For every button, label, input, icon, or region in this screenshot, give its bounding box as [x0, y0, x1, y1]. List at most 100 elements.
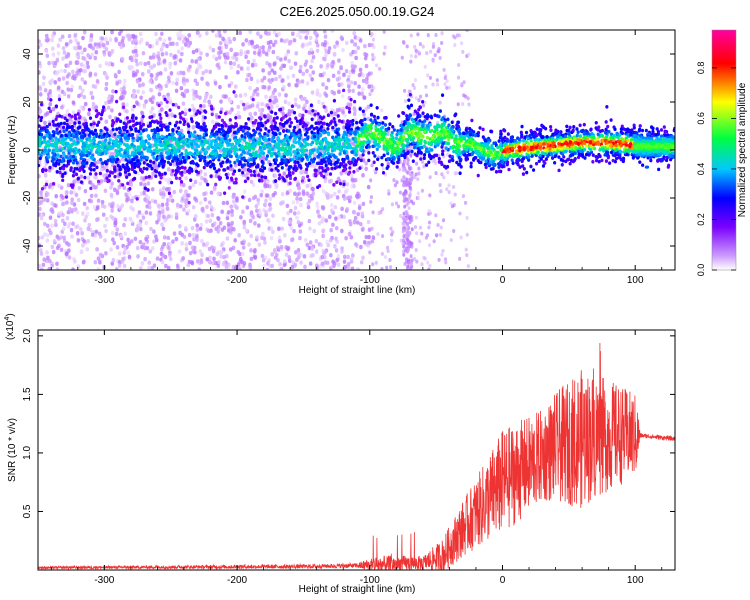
heatmap-cell: [67, 33, 72, 39]
heatmap-cell: [123, 246, 127, 251]
heatmap-cell: [144, 99, 148, 104]
heatmap-cell: [411, 83, 415, 88]
heatmap-cell: [61, 146, 65, 151]
heatmap-cell: [342, 259, 347, 264]
heatmap-cell: [239, 99, 244, 105]
heatmap-cell: [96, 198, 101, 203]
heatmap-cell: [568, 161, 572, 166]
heatmap-cell: [367, 234, 371, 240]
heatmap-cell: [433, 53, 437, 58]
heatmap-cell: [355, 120, 359, 125]
heatmap-cell: [44, 168, 48, 172]
heatmap-cell: [438, 183, 442, 188]
heatmap-cell: [237, 233, 241, 238]
heatmap-cell: [382, 51, 386, 56]
heatmap-cell: [385, 166, 389, 171]
heatmap-cell: [324, 218, 329, 223]
heatmap-cell: [293, 211, 297, 216]
heatmap-cell: [299, 260, 303, 265]
heatmap-cell: [347, 84, 351, 89]
heatmap-cell: [38, 85, 42, 90]
heatmap-cell: [299, 64, 303, 70]
heatmap-cell: [138, 61, 143, 66]
heatmap-cell: [218, 84, 222, 90]
heatmap-cell: [421, 103, 426, 108]
heatmap-cell: [342, 196, 347, 201]
heatmap-cell: [115, 127, 119, 132]
heatmap-cell: [361, 73, 366, 78]
heatmap-cell: [410, 199, 414, 204]
heatmap-cell: [434, 213, 438, 218]
heatmap-cell: [321, 101, 325, 107]
heatmap-cell: [360, 211, 365, 216]
heatmap-cell: [271, 49, 276, 55]
heatmap-cell: [89, 126, 94, 131]
heatmap-cell: [131, 207, 135, 212]
heatmap-cell: [414, 54, 418, 59]
heatmap-cell: [95, 78, 100, 84]
heatmap-cell: [445, 85, 449, 90]
heatmap-cell: [344, 40, 349, 46]
heatmap-cell: [38, 235, 41, 241]
heatmap-cell: [101, 108, 105, 113]
heatmap-cell: [369, 199, 373, 204]
heatmap-cell: [226, 55, 230, 60]
heatmap-cell: [257, 173, 261, 178]
heatmap-cell: [427, 225, 431, 230]
heatmap-cell: [264, 94, 268, 100]
heatmap-cell: [408, 185, 412, 190]
heatmap-cell: [281, 216, 286, 222]
heatmap-cell: [145, 198, 149, 204]
heatmap-cell: [259, 34, 263, 39]
heatmap-cell: [207, 259, 212, 265]
heatmap-cell: [89, 90, 94, 96]
heatmap-cell: [340, 94, 345, 99]
heatmap-cell: [120, 259, 125, 264]
heatmap-cell: [56, 85, 61, 90]
heatmap-cell: [529, 138, 533, 143]
heatmap-cell: [51, 249, 56, 255]
heatmap-cell: [173, 123, 178, 128]
heatmap-cell: [155, 256, 160, 261]
heatmap-cell: [61, 178, 65, 183]
heatmap-cell: [398, 190, 403, 195]
heatmap-cell: [332, 191, 337, 197]
heatmap-cell: [337, 89, 341, 95]
heatmap-cell: [83, 80, 87, 85]
heatmap-cell: [165, 206, 170, 212]
heatmap-cell: [209, 190, 214, 195]
heatmap-cell: [331, 59, 335, 65]
heatmap-cell: [249, 233, 254, 239]
heatmap-cell: [326, 242, 331, 248]
heatmap-cell: [48, 122, 52, 127]
heatmap-cell: [297, 30, 302, 35]
heatmap-cell: [38, 92, 43, 97]
heatmap-cell: [323, 178, 328, 184]
heatmap-cell: [356, 45, 361, 51]
heatmap-cell: [312, 115, 317, 121]
heatmap-cell: [159, 116, 163, 121]
heatmap-cell: [356, 211, 361, 217]
heatmap-cell: [72, 256, 76, 262]
heatmap-cell: [191, 205, 196, 210]
heatmap-cell: [48, 258, 52, 264]
heatmap-cell: [150, 198, 155, 204]
heatmap-cell: [353, 108, 357, 113]
heatmap-cell: [347, 231, 352, 237]
heatmap-cell: [193, 130, 197, 134]
heatmap-cell: [151, 171, 155, 176]
heatmap-cell: [53, 60, 58, 66]
heatmap-cell: [167, 197, 172, 203]
heatmap-cell: [301, 42, 305, 47]
heatmap-cell: [140, 110, 144, 115]
heatmap-cell: [107, 94, 112, 99]
heatmap-cell: [447, 85, 451, 90]
heatmap-cell: [75, 224, 80, 229]
heatmap-cell: [316, 209, 320, 214]
heatmap-cell: [80, 116, 85, 121]
heatmap-cell: [51, 52, 56, 57]
heatmap-cell: [345, 182, 350, 187]
heatmap-cell: [95, 205, 100, 211]
heatmap-cell: [233, 84, 238, 89]
heatmap-cell: [257, 49, 262, 54]
